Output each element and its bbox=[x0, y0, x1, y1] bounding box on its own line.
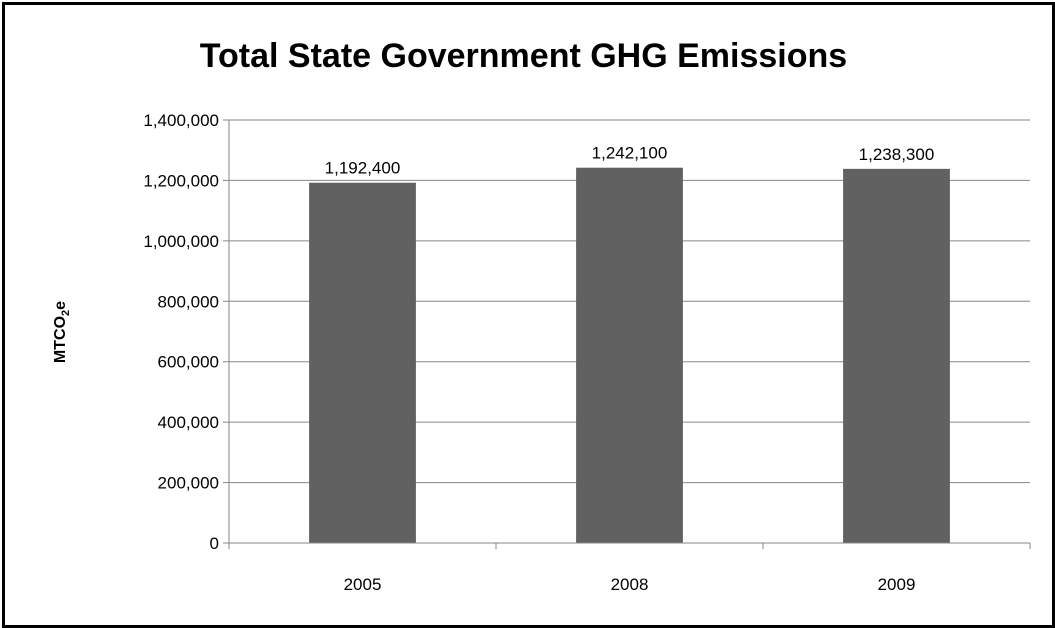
y-tick-label: 200,000 bbox=[158, 474, 219, 493]
y-axis-label-subscript: 2 bbox=[60, 310, 72, 316]
y-tick-label: 1,200,000 bbox=[143, 171, 219, 190]
data-label-2009: 1,238,300 bbox=[859, 145, 935, 164]
axes bbox=[223, 119, 1031, 549]
data-label-2008: 1,242,100 bbox=[592, 144, 668, 163]
bars bbox=[309, 167, 950, 543]
data-labels: 1,192,400 1,242,100 1,238,300 bbox=[325, 144, 935, 178]
y-axis-label-main: MTCO bbox=[52, 316, 69, 363]
data-label-2005: 1,192,400 bbox=[325, 159, 401, 178]
x-tick-label-2008: 2008 bbox=[611, 575, 649, 594]
bar-2009 bbox=[843, 168, 950, 543]
bar-2005 bbox=[309, 182, 416, 543]
y-tick-label: 600,000 bbox=[158, 353, 219, 372]
y-tick-label: 1,400,000 bbox=[143, 111, 219, 130]
y-tick-label: 0 bbox=[210, 534, 219, 553]
y-tick-label: 1,000,000 bbox=[143, 232, 219, 251]
y-axis-label: MTCO2e bbox=[52, 301, 72, 363]
x-tick-labels: 2005 2008 2009 bbox=[344, 575, 916, 594]
bar-2008 bbox=[576, 167, 683, 543]
chart-title: Total State Government GHG Emissions bbox=[199, 37, 848, 75]
y-axis-label-tail: e bbox=[52, 301, 69, 310]
y-tick-label: 800,000 bbox=[158, 292, 219, 311]
x-tick-label-2005: 2005 bbox=[344, 575, 382, 594]
x-tick-label-2009: 2009 bbox=[878, 575, 916, 594]
y-tick-label: 400,000 bbox=[158, 413, 219, 432]
y-tick-labels: 0 200,000 400,000 600,000 800,000 1,000,000 1,… bbox=[143, 111, 219, 553]
